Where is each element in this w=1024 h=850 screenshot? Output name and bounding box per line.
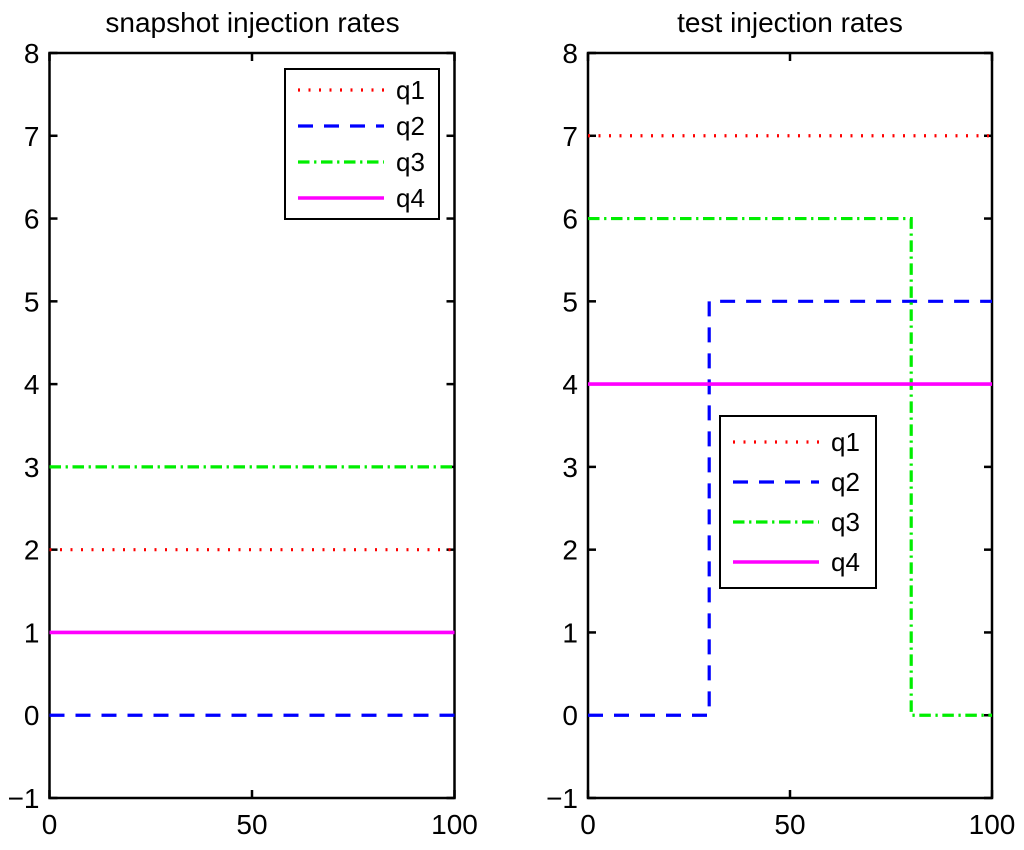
left-y-tick-label: 7: [24, 121, 40, 152]
legend-label-q4: q4: [831, 546, 860, 577]
right-plot-title: test injection rates: [677, 7, 903, 38]
legend-label-q4: q4: [396, 182, 425, 213]
right-y-tick-label: 8: [562, 38, 578, 69]
legend-label-q2: q2: [831, 466, 860, 497]
right-x-tick-label: 100: [969, 809, 1016, 840]
right-y-tick-label: 0: [562, 700, 578, 731]
right-series-q3-line: [588, 216, 992, 717]
legend-label-q1: q1: [831, 426, 860, 457]
legend-label-q1: q1: [396, 74, 425, 105]
right-y-tick-label: 6: [562, 204, 578, 235]
legend-label-q3: q3: [396, 146, 425, 177]
legend-label-q3: q3: [831, 506, 860, 537]
legend-line-sample-q4: [733, 560, 819, 564]
legend-entry-q3: q3: [733, 502, 875, 542]
legend-line-sample-q3: [733, 520, 819, 524]
left-y-tick-label: −1: [8, 783, 40, 814]
right-y-tick-label: 2: [562, 535, 578, 566]
right-y-tick-label: 5: [562, 286, 578, 317]
right-y-tick-label: 3: [562, 452, 578, 483]
left-x-tick-label: 50: [236, 809, 267, 840]
legend-line-sample-q4: [298, 196, 384, 200]
legend-entry-q4: q4: [298, 180, 438, 216]
legend-line-sample-q1: [733, 440, 819, 444]
right-x-tick-label: 50: [774, 809, 805, 840]
legend-entry-q1: q1: [298, 72, 438, 108]
right-series-q2-line: [588, 299, 992, 717]
left-y-tick-label: 8: [24, 38, 40, 69]
left-plot-title: snapshot injection rates: [105, 7, 400, 38]
left-y-tick-label: 3: [24, 452, 40, 483]
right-y-tick-label: 1: [562, 617, 578, 648]
right-y-tick-label: 4: [562, 369, 578, 400]
legend-label-q2: q2: [396, 110, 425, 141]
left-y-tick-label: 0: [24, 700, 40, 731]
left-y-tick-label: 2: [24, 535, 40, 566]
legend-entry-q2: q2: [298, 108, 438, 144]
left-y-tick-label: 6: [24, 204, 40, 235]
legend-entry-q2: q2: [733, 462, 875, 502]
left-y-tick-label: 4: [24, 369, 40, 400]
left-y-tick-label: 1: [24, 617, 40, 648]
right-y-tick-label: −1: [546, 783, 578, 814]
left-plot-legend: q1 q2 q3 q4: [284, 68, 440, 220]
legend-entry-q1: q1: [733, 422, 875, 462]
legend-line-sample-q2: [733, 480, 819, 484]
legend-line-sample-q1: [298, 88, 384, 92]
left-x-tick-label: 100: [431, 809, 478, 840]
left-y-tick-label: 5: [24, 286, 40, 317]
legend-entry-q4: q4: [733, 542, 875, 582]
legend-entry-q3: q3: [298, 144, 438, 180]
legend-line-sample-q2: [298, 124, 384, 128]
right-y-tick-label: 7: [562, 121, 578, 152]
left-x-tick-label: 0: [42, 809, 58, 840]
right-plot-legend: q1 q2 q3 q4: [719, 415, 877, 589]
right-x-tick-label: 0: [580, 809, 596, 840]
legend-line-sample-q3: [298, 160, 384, 164]
